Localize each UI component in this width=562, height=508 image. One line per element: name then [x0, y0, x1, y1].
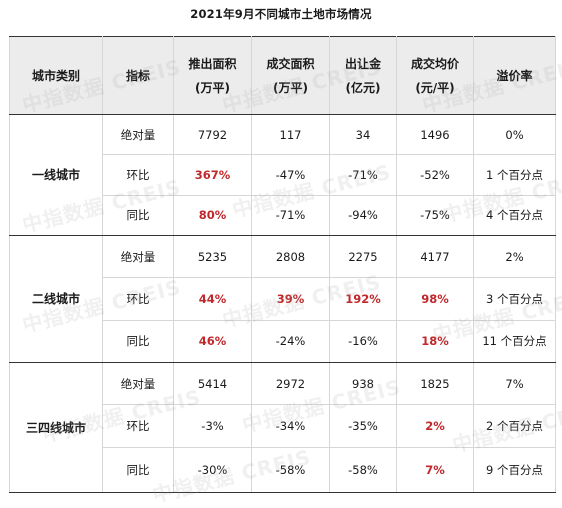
value-cell: 2275 — [329, 234, 397, 279]
value-cell: -58% — [329, 446, 397, 494]
header-supply-unit: (万平) — [195, 80, 230, 95]
value-cell: -94% — [329, 194, 397, 236]
header-metric: 指标 — [102, 36, 174, 115]
table-row: 同比 80% -71% -94% -75% 4 个百分点 — [10, 194, 556, 236]
value-cell: 938 — [329, 361, 397, 406]
value-cell: -75% — [396, 194, 474, 236]
value-cell: -71% — [251, 194, 330, 236]
metric-cell: 环比 — [102, 277, 174, 321]
value-cell: 4177 — [396, 234, 474, 279]
value-cell: -24% — [251, 319, 330, 363]
header-row: 城市类别 指标 推出面积 (万平) 成交面积 (万平) 出让金 (亿元) 成交均… — [9, 36, 556, 115]
header-transaction-label: 成交面积 — [266, 56, 315, 71]
header-premium: 溢价率 — [473, 36, 556, 115]
city-category-cell: 二线城市 — [9, 234, 103, 363]
table-row: 环比 44% 39% 192% 98% 3 个百分点 — [10, 277, 556, 321]
value-cell: -30% — [173, 446, 252, 494]
value-cell: 5414 — [173, 361, 252, 406]
value-cell: -3% — [173, 404, 252, 448]
value-cell: 2808 — [251, 234, 330, 279]
table-row: 一线城市 绝对量 7792 117 34 1496 0% — [9, 113, 556, 236]
value-cell: 11 个百分点 — [473, 319, 556, 363]
header-avg-price-label: 成交均价 — [410, 56, 459, 71]
value-cell: 7% — [473, 361, 556, 406]
land-market-table: 城市类别 指标 推出面积 (万平) 成交面积 (万平) 出让金 (亿元) 成交均… — [9, 36, 556, 494]
metric-cell: 绝对量 — [102, 113, 174, 156]
value-cell: -71% — [329, 154, 397, 196]
value-cell: 4 个百分点 — [473, 194, 556, 236]
table-body: 一线城市 绝对量 7792 117 34 1496 0% 环比 367% -47% -71% -52%… — [9, 113, 556, 494]
metric-cell: 环比 — [102, 404, 174, 448]
value-cell: 1825 — [396, 361, 474, 406]
value-cell: 46% — [173, 319, 252, 363]
value-cell: 2972 — [251, 361, 330, 406]
header-revenue-unit: (亿元) — [345, 80, 381, 95]
value-cell: 9 个百分点 — [473, 446, 556, 494]
value-cell: 2% — [396, 404, 474, 448]
value-cell: 7792 — [173, 113, 252, 156]
value-cell: 1 个百分点 — [473, 154, 556, 196]
value-cell: -16% — [329, 319, 397, 363]
metric-cell: 绝对量 — [102, 234, 174, 279]
header-transaction: 成交面积 (万平) — [251, 36, 330, 115]
city-category-cell: 一线城市 — [9, 114, 103, 236]
table-row: 环比 367% -47% -71% -52% 1 个百分点 — [10, 154, 556, 196]
value-cell: 39% — [251, 277, 330, 321]
metric-cell: 同比 — [102, 319, 174, 363]
value-cell: 192% — [329, 277, 397, 321]
value-cell: 1496 — [396, 113, 474, 156]
city-category-cell: 三四线城市 — [9, 361, 103, 494]
value-cell: 34 — [329, 113, 397, 156]
metric-cell: 同比 — [102, 446, 174, 494]
header-supply: 推出面积 (万平) — [173, 36, 252, 115]
value-cell: 18% — [396, 319, 474, 363]
value-cell: 80% — [173, 194, 252, 236]
value-cell: 367% — [173, 154, 252, 196]
header-supply-label: 推出面积 — [188, 56, 237, 71]
value-cell: 2 个百分点 — [473, 404, 556, 448]
header-revenue: 出让金 (亿元) — [329, 36, 397, 115]
metric-cell: 同比 — [102, 194, 174, 236]
value-cell: -35% — [329, 404, 397, 448]
value-cell: 0% — [473, 113, 556, 156]
table-title: 2021年9月不同城市土地市场情况 — [190, 7, 372, 21]
value-cell: 2% — [473, 234, 556, 279]
value-cell: 44% — [173, 277, 252, 321]
value-cell: 117 — [251, 113, 330, 156]
header-revenue-label: 出让金 — [344, 56, 381, 71]
header-transaction-unit: (万平) — [273, 80, 308, 95]
value-cell: 7% — [396, 446, 474, 494]
table-row: 同比 -30% -58% -58% 7% 9 个百分点 — [10, 446, 556, 494]
value-cell: 3 个百分点 — [473, 277, 556, 321]
metric-cell: 环比 — [102, 154, 174, 196]
header-category: 城市类别 — [9, 36, 103, 115]
table-row: 环比 -3% -34% -35% 2% 2 个百分点 — [10, 404, 556, 448]
table-row: 二线城市 绝对量 5235 2808 2275 4177 2% — [9, 234, 556, 363]
value-cell: -47% — [251, 154, 330, 196]
value-cell: -52% — [396, 154, 474, 196]
table-row: 三四线城市 绝对量 5414 2972 938 1825 7% — [9, 361, 556, 494]
value-cell: -58% — [251, 446, 330, 494]
value-cell: 98% — [396, 277, 474, 321]
header-avg-price: 成交均价 (元/平) — [396, 36, 474, 115]
header-avg-price-unit: (元/平) — [415, 80, 455, 95]
value-cell: -34% — [251, 404, 330, 448]
metric-cell: 绝对量 — [102, 361, 174, 406]
table-row: 同比 46% -24% -16% 18% 11 个百分点 — [10, 319, 556, 363]
value-cell: 5235 — [173, 234, 252, 279]
